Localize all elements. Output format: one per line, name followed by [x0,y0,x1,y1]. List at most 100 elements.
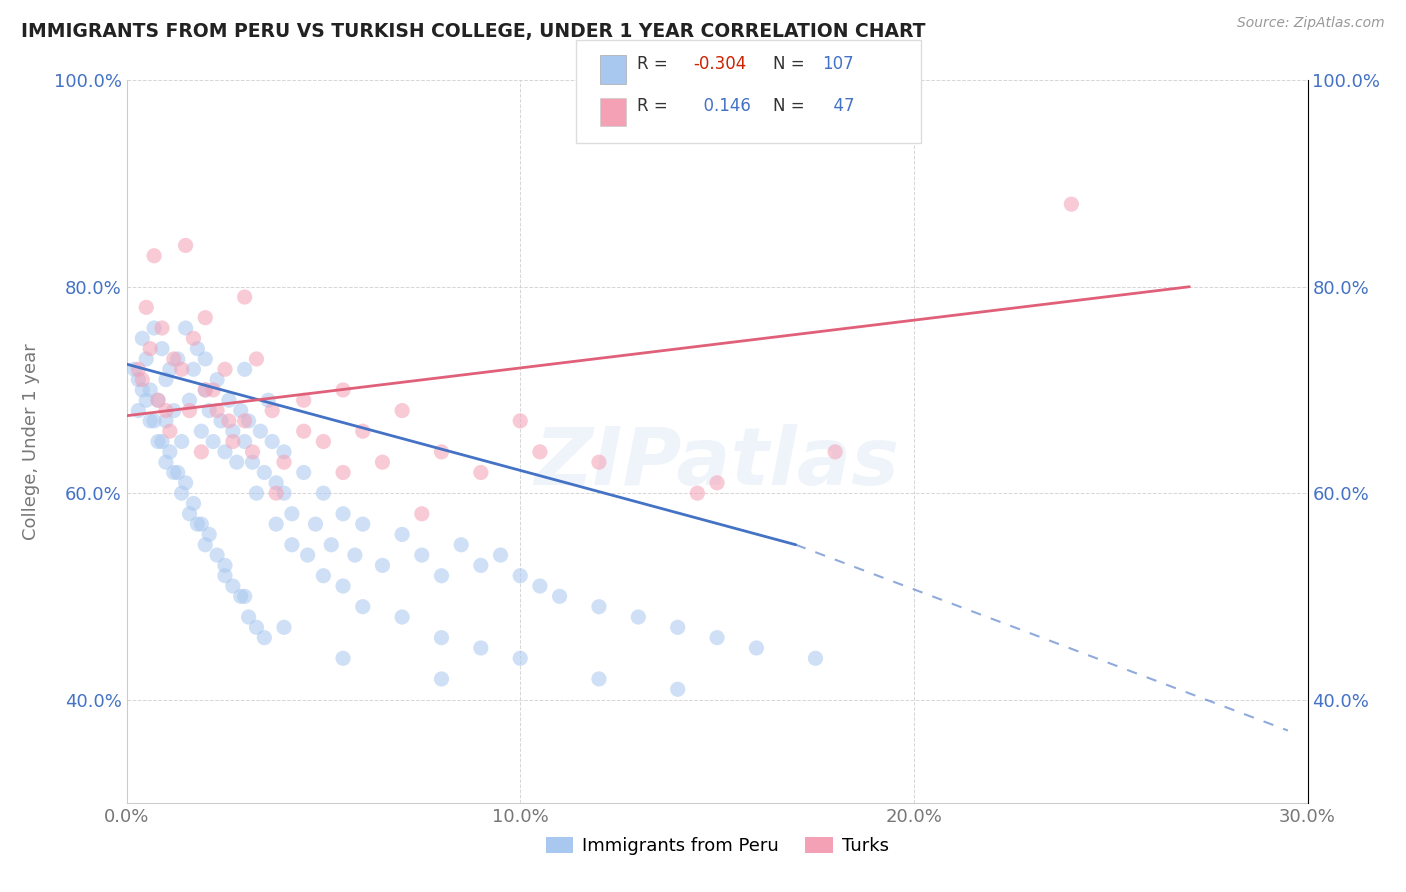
Point [245,620,267,634]
Point [430,568,453,582]
Point [371,558,394,573]
Point [273,445,295,459]
Point [179,393,201,408]
Point [139,342,162,356]
Point [194,538,217,552]
Text: 107: 107 [823,55,853,73]
Point [371,455,394,469]
Point [470,640,492,655]
Text: 47: 47 [823,97,853,115]
Legend: Immigrants from Peru, Turks: Immigrants from Peru, Turks [538,830,896,863]
Point [150,321,173,335]
Point [242,455,264,469]
Point [312,568,335,582]
Point [627,610,650,624]
Point [202,383,225,397]
Point [509,568,531,582]
Point [174,238,197,252]
Point [155,414,177,428]
Point [205,373,228,387]
Point [146,393,169,408]
Point [262,403,284,417]
Point [174,475,197,490]
Point [222,424,245,438]
Point [588,599,610,614]
Point [304,517,326,532]
Point [292,424,315,438]
Point [489,548,512,562]
Point [143,414,166,428]
Point [430,445,453,459]
Point [183,496,205,510]
Point [155,455,177,469]
Point [706,475,728,490]
Point [127,373,149,387]
Point [352,599,374,614]
Point [281,538,304,552]
Point [352,517,374,532]
Point [391,403,413,417]
Point [131,331,153,345]
Point [146,393,169,408]
Point [183,362,205,376]
Point [233,434,256,449]
Point [238,414,260,428]
Point [529,445,551,459]
Point [233,290,256,304]
Point [170,434,193,449]
Point [245,486,267,500]
Point [264,486,287,500]
Point [245,351,267,366]
Point [509,414,531,428]
Point [163,403,186,417]
Point [332,466,354,480]
Point [470,558,492,573]
Point [233,414,256,428]
Point [824,445,846,459]
Point [139,414,162,428]
Point [529,579,551,593]
Point [190,445,212,459]
Point [273,486,295,500]
Point [150,342,173,356]
Point [143,321,166,335]
Point [179,507,201,521]
Point [249,424,271,438]
Point [222,579,245,593]
Point [139,383,162,397]
Point [198,527,221,541]
Text: N =: N = [773,55,804,73]
Point [273,455,295,469]
Point [218,393,240,408]
Point [391,527,413,541]
Point [194,310,217,325]
Point [205,548,228,562]
Point [131,373,153,387]
Point [150,434,173,449]
Point [222,434,245,449]
Point [253,631,276,645]
Point [183,331,205,345]
Point [166,351,188,366]
Point [135,301,157,315]
Point [218,414,240,428]
Text: -0.304: -0.304 [693,55,747,73]
Point [297,548,319,562]
Point [190,517,212,532]
Point [666,682,689,697]
Point [588,672,610,686]
Point [127,362,149,376]
Point [225,455,247,469]
Point [159,362,181,376]
Point [186,517,208,532]
Point [292,466,315,480]
Point [745,640,768,655]
Point [146,434,169,449]
Point [170,486,193,500]
Text: Source: ZipAtlas.com: Source: ZipAtlas.com [1237,16,1385,30]
Point [238,610,260,624]
Point [411,548,433,562]
Point [312,434,335,449]
Point [179,403,201,417]
Point [281,507,304,521]
